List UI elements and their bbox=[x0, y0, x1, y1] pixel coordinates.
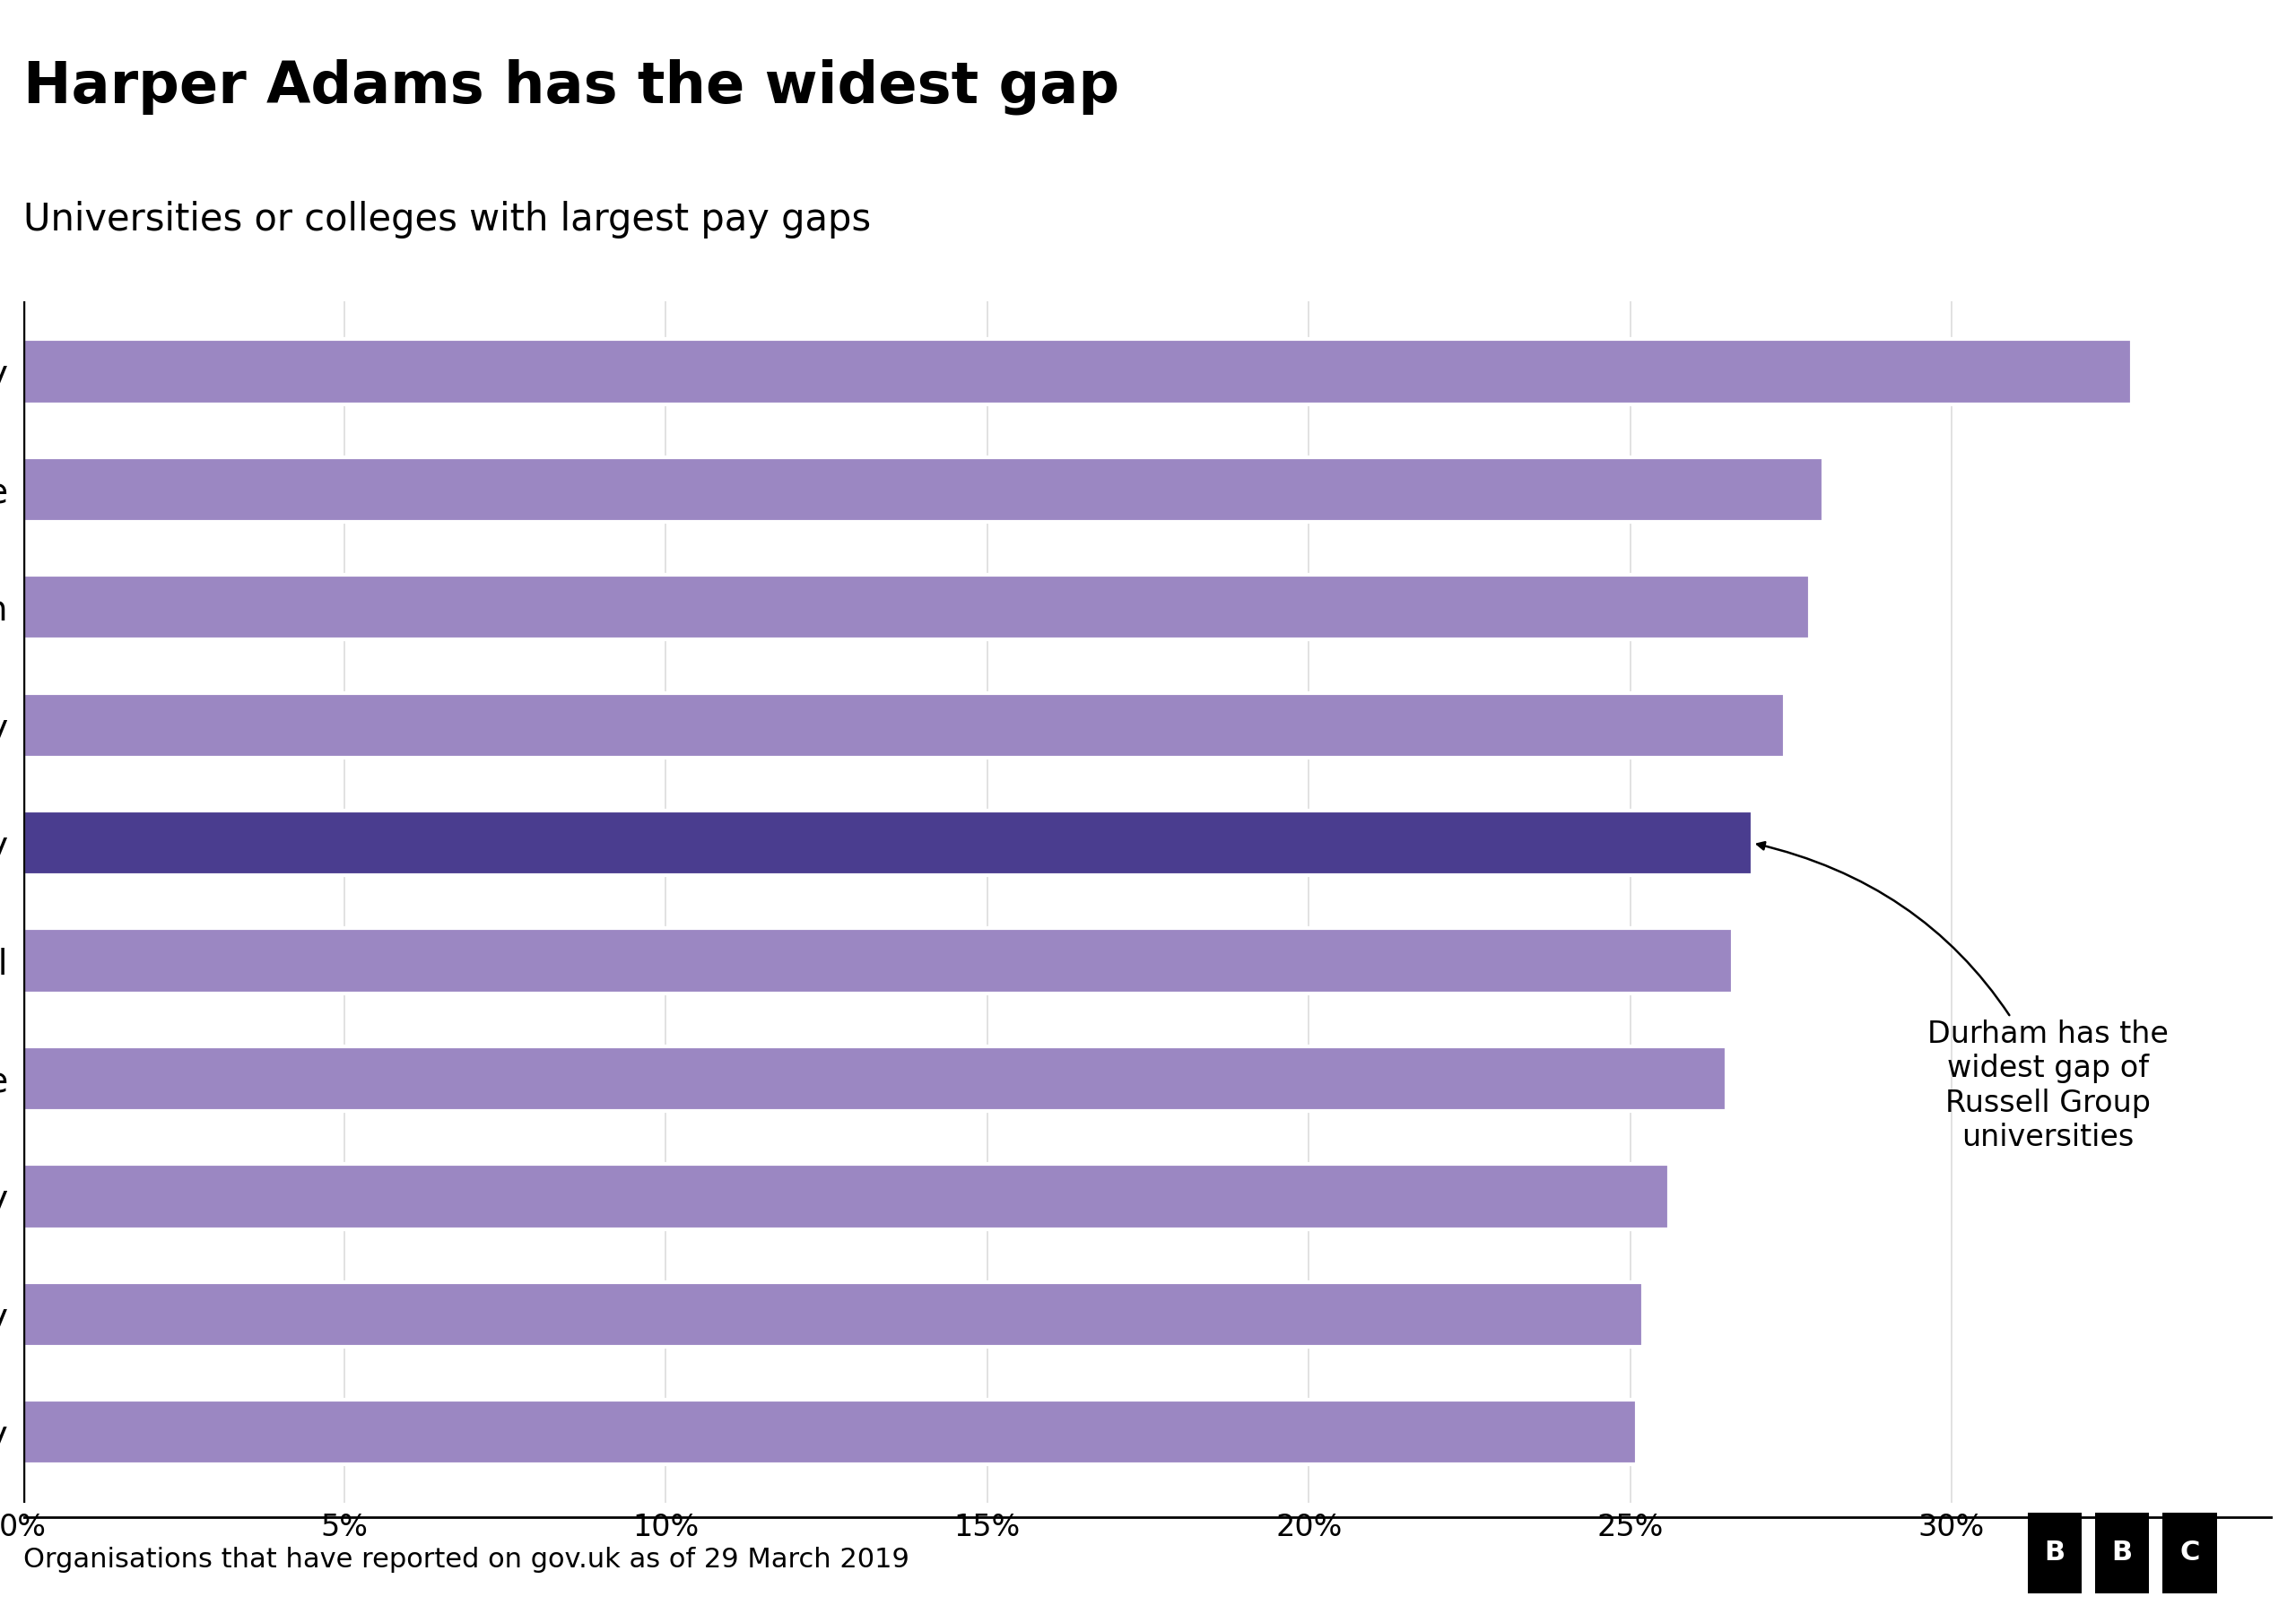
Text: Universities or colleges with largest pay gaps: Universities or colleges with largest pa… bbox=[23, 202, 870, 239]
Text: Harper Adams has the widest gap: Harper Adams has the widest gap bbox=[23, 58, 1118, 115]
FancyBboxPatch shape bbox=[2027, 1512, 2082, 1593]
Bar bbox=[23, 928, 1733, 993]
FancyBboxPatch shape bbox=[2163, 1512, 2218, 1593]
Text: C: C bbox=[2179, 1540, 2200, 1566]
Text: Durham has the
widest gap of
Russell Group
universities: Durham has the widest gap of Russell Gro… bbox=[1756, 843, 2170, 1152]
Bar bbox=[23, 1046, 1727, 1110]
Bar bbox=[23, 1164, 1669, 1228]
Bar bbox=[23, 1282, 1644, 1346]
Text: B: B bbox=[2112, 1540, 2133, 1566]
Bar bbox=[23, 339, 2131, 404]
Bar bbox=[23, 810, 1752, 875]
FancyBboxPatch shape bbox=[2096, 1512, 2149, 1593]
Text: Organisations that have reported on gov.uk as of 29 March 2019: Organisations that have reported on gov.… bbox=[23, 1546, 909, 1574]
Bar bbox=[23, 1399, 1637, 1464]
Bar bbox=[23, 575, 1809, 639]
Text: B: B bbox=[2043, 1540, 2064, 1566]
Bar bbox=[23, 692, 1784, 757]
Bar bbox=[23, 457, 1823, 521]
